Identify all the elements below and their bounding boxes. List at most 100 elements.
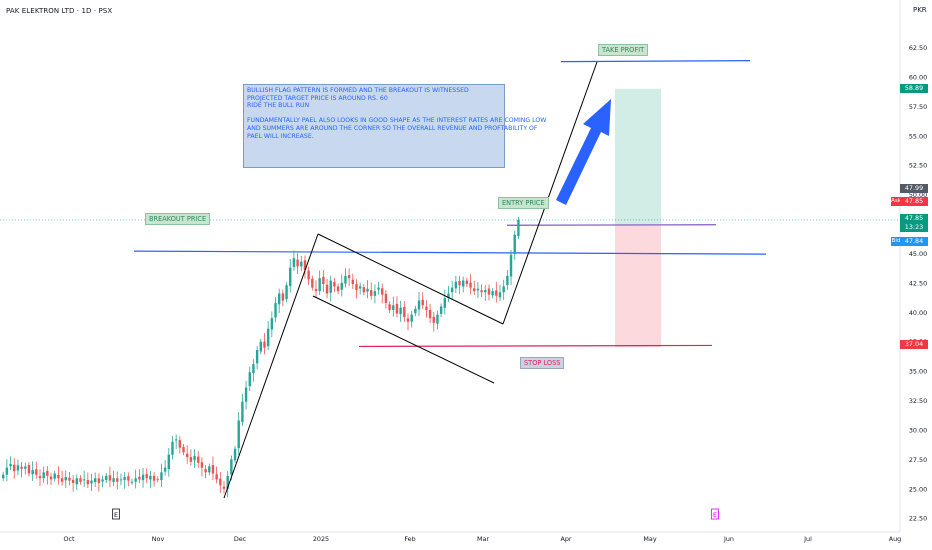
- y-tick-label: 25.00: [909, 485, 927, 493]
- candle-body: [233, 448, 237, 461]
- y-tick-label: 57.50: [909, 103, 927, 111]
- x-tick-label: Apr: [560, 535, 571, 543]
- earnings-event-label: E: [114, 511, 118, 519]
- candle-body: [163, 467, 167, 472]
- currency-label[interactable]: PKR: [913, 6, 927, 14]
- candle-body: [307, 270, 310, 280]
- stop-price-badge: 37.04: [900, 340, 928, 349]
- candle-body: [53, 473, 56, 479]
- candle-body: [366, 288, 369, 292]
- candle-body: [259, 341, 262, 352]
- y-tick-label: 35.00: [909, 368, 927, 376]
- candle-body: [439, 306, 443, 314]
- note-line: FUNDAMENTALLY PAEL ALSO LOOKS IN GOOD SH…: [247, 117, 547, 125]
- loss-zone: [615, 225, 661, 348]
- candle-body: [116, 478, 119, 482]
- note-line: AND SUMMERS ARE AROUND THE CORNER SO THE…: [247, 124, 538, 132]
- bar-countdown: 13:23: [900, 223, 928, 232]
- candle-body: [414, 308, 417, 314]
- y-tick-label: 62.50: [909, 44, 927, 52]
- candle-body: [314, 289, 318, 292]
- y-tick-label: 30.00: [909, 426, 927, 434]
- x-tick-label: Jun: [723, 535, 734, 543]
- candle-body: [454, 281, 458, 289]
- analysis-note: BULLISH FLAG PATTERN IS FORMED AND THE B…: [243, 84, 547, 168]
- candle-body: [300, 261, 303, 267]
- candle-body: [370, 290, 373, 296]
- candle-body: [469, 282, 472, 288]
- ask-price-badge: 47.85: [900, 197, 928, 206]
- candle-body: [417, 300, 421, 310]
- candle-body: [134, 478, 137, 482]
- candle-body: [226, 475, 229, 489]
- candle-body: [16, 465, 20, 471]
- candle-body: [447, 293, 450, 299]
- candle-body: [197, 456, 200, 463]
- candle-body: [46, 470, 49, 476]
- candle-body: [2, 474, 5, 479]
- candle-body: [35, 469, 38, 475]
- candle-body: [244, 387, 248, 402]
- candle-body: [248, 372, 251, 387]
- candle-body: [171, 441, 174, 455]
- x-tick-label: Dec: [234, 535, 247, 543]
- candle-body: [24, 466, 27, 469]
- candle-body: [64, 477, 67, 481]
- candle-body: [82, 479, 86, 481]
- candle-body: [112, 478, 115, 482]
- y-tick-label: 50.00: [909, 191, 927, 199]
- candle-body: [513, 234, 516, 254]
- candle-body: [329, 280, 332, 293]
- candle-body: [160, 472, 163, 481]
- take-profit-label: TAKE PROFIT: [598, 44, 649, 56]
- candle-body: [406, 318, 410, 322]
- candle-body: [255, 349, 259, 364]
- take-profit-line: [560, 60, 751, 63]
- candle-body: [105, 475, 108, 481]
- candle-body: [432, 316, 435, 323]
- candle-body: [189, 457, 193, 462]
- candle-body: [410, 314, 413, 322]
- note-line: BULLISH FLAG PATTERN IS FORMED AND THE B…: [247, 87, 469, 94]
- candle-body: [152, 475, 156, 481]
- x-tick-label: 2025: [313, 535, 329, 543]
- candle-body: [428, 309, 432, 319]
- candle-body: [347, 275, 351, 279]
- note-line: PAEL WILL INCREASE.: [247, 132, 314, 140]
- candle-body: [219, 478, 222, 486]
- y-tick-label: 22.50: [909, 515, 927, 523]
- candle-body: [174, 439, 178, 441]
- candle-body: [71, 479, 75, 483]
- x-tick-label: May: [643, 535, 656, 543]
- candle-body: [31, 469, 34, 475]
- candle-body: [123, 477, 126, 481]
- projection-line: [502, 61, 598, 325]
- y-tick-label: 42.50: [909, 279, 927, 287]
- candle-body: [186, 453, 189, 458]
- candle-body: [182, 446, 185, 453]
- candle-body: [491, 291, 494, 296]
- target-arrow-icon: [556, 99, 611, 205]
- candle-body: [303, 260, 307, 270]
- candle-body: [94, 478, 97, 482]
- candle-body: [517, 219, 520, 237]
- candle-body: [252, 364, 255, 374]
- candle-body: [20, 466, 23, 469]
- candle-body: [204, 469, 207, 473]
- candle-body: [86, 480, 90, 485]
- x-tick-label: Oct: [63, 535, 75, 543]
- x-tick-label: Aug: [889, 535, 901, 543]
- candle-body: [480, 290, 483, 293]
- candle-body: [60, 478, 64, 482]
- symbol-title[interactable]: PAK ELEKTRON LTD · 1D · PSX: [6, 7, 113, 15]
- candle-body: [208, 466, 211, 473]
- candle-body: [358, 286, 362, 289]
- candle-body: [237, 420, 240, 449]
- candle-body: [211, 465, 215, 474]
- candle-body: [241, 401, 244, 422]
- y-tick-label: 27.50: [909, 456, 927, 464]
- stop-loss-label: STOP LOSS: [520, 357, 565, 369]
- profit-zone: [615, 88, 661, 226]
- candle-body: [79, 478, 82, 482]
